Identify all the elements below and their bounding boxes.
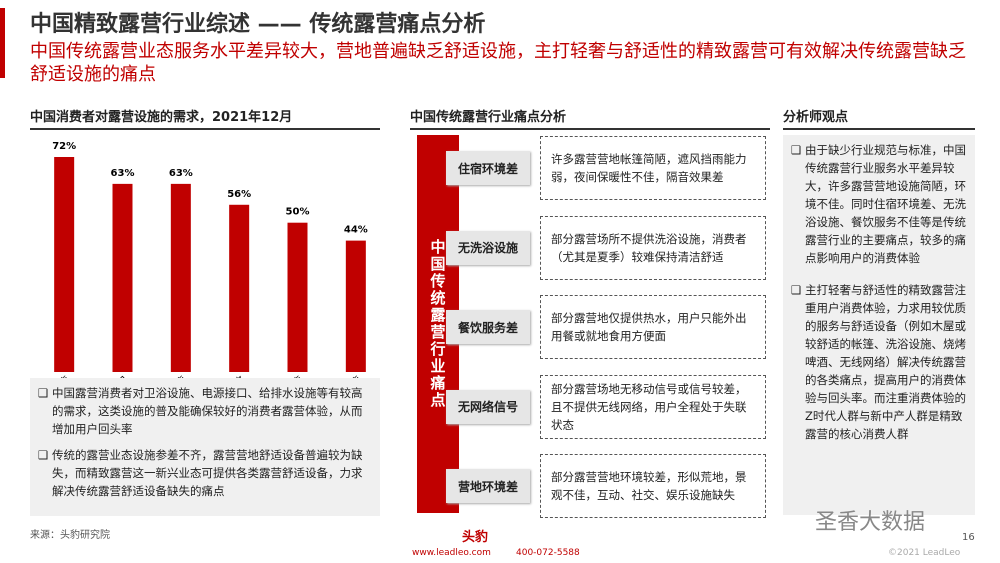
bar	[345, 240, 366, 372]
pain-label: 无洗浴设施	[446, 230, 530, 265]
bar	[112, 183, 133, 372]
pain-label: 住宿环境差	[446, 151, 530, 185]
value-label: 63%	[169, 168, 193, 179]
chart: 72%卫浴设施63%电源接口63%给排水设施56%垃圾回收50%餐饮设施44%车…	[35, 141, 368, 378]
title: 中国精致露营行业综述 —— 传统露营痛点分析	[30, 12, 486, 37]
watermark: 圣香大数据	[815, 510, 926, 535]
analyst-point: 主打轻奢与舒适性的精致露营注重用户消费体验，力求用较优质的服务与舒适设备（例如木…	[791, 281, 967, 443]
section-title: 中国传统露营行业痛点分析	[410, 106, 770, 130]
pain-detail: 部分露营地仅提供热水，用户只能外出用餐或就地食用方便面	[540, 295, 766, 359]
pain-detail: 部分露营场地无移动信号或信号较差，且不提供无线网络，用户全程处于失联状态	[540, 374, 766, 439]
value-label: 72%	[52, 141, 76, 152]
note: 传统的露营业态设施参差不齐，露营营地舒适设备普遍较为缺失，而精致露营这一新兴业态…	[38, 446, 372, 500]
phone: 400-072-5588	[516, 548, 580, 558]
value-label: 50%	[286, 207, 310, 218]
value-label: 56%	[227, 189, 251, 200]
copyright: ©2021 LeadLeo	[888, 548, 961, 558]
pain-label: 营地环境差	[446, 469, 530, 503]
note: 中国露营消费者对卫浴设施、电源接口、给排水设施等有较高的需求，这类设施的普及能确…	[38, 384, 372, 438]
subtitle: 中国传统露营业态服务水平差异较大，营地普遍缺乏舒适设施，主打轻奢与舒适性的精致露…	[30, 41, 966, 85]
side-label: 中国传统露营行业痛点	[428, 239, 447, 409]
source: 来源：头豹研究院	[30, 530, 110, 541]
pain-detail: 部分露营场所不提供洗浴设施，消费者（尤其是夏季）较难保持清洁舒适	[540, 215, 766, 280]
bar	[54, 157, 75, 372]
page-number: 16	[962, 532, 975, 543]
bar	[287, 222, 308, 372]
section-title: 分析师观点	[783, 106, 975, 130]
value-label: 63%	[111, 168, 135, 179]
website: www.leadleo.com	[412, 548, 491, 558]
accent-bar	[0, 8, 5, 78]
pain-label: 餐饮服务差	[446, 310, 530, 344]
pain-detail: 许多露营营地帐篷简陋，遮风挡雨能力弱，夜间保暖性不佳，隔音效果差	[540, 136, 766, 200]
pain-detail: 部分露营营地环境较差，形似荒地，景观不佳，互动、社交、娱乐设施缺失	[540, 454, 766, 518]
pain-label: 无网络信号	[446, 389, 530, 424]
analyst-point: 由于缺少行业规范与标准，中国传统露营行业服务水平差异较大，许多露营营地设施简陋，…	[791, 141, 967, 267]
chart-title: 中国消费者对露营设施的需求，2021年12月	[30, 106, 380, 130]
chart-notes: 中国露营消费者对卫浴设施、电源接口、给排水设施等有较高的需求，这类设施的普及能确…	[30, 378, 380, 516]
bar	[229, 204, 250, 372]
value-label: 44%	[344, 225, 368, 236]
brand: 头豹	[462, 530, 489, 545]
analyst-box: 由于缺少行业规范与标准，中国传统露营行业服务水平差异较大，许多露营营地设施简陋，…	[783, 135, 975, 515]
bar	[170, 183, 191, 372]
